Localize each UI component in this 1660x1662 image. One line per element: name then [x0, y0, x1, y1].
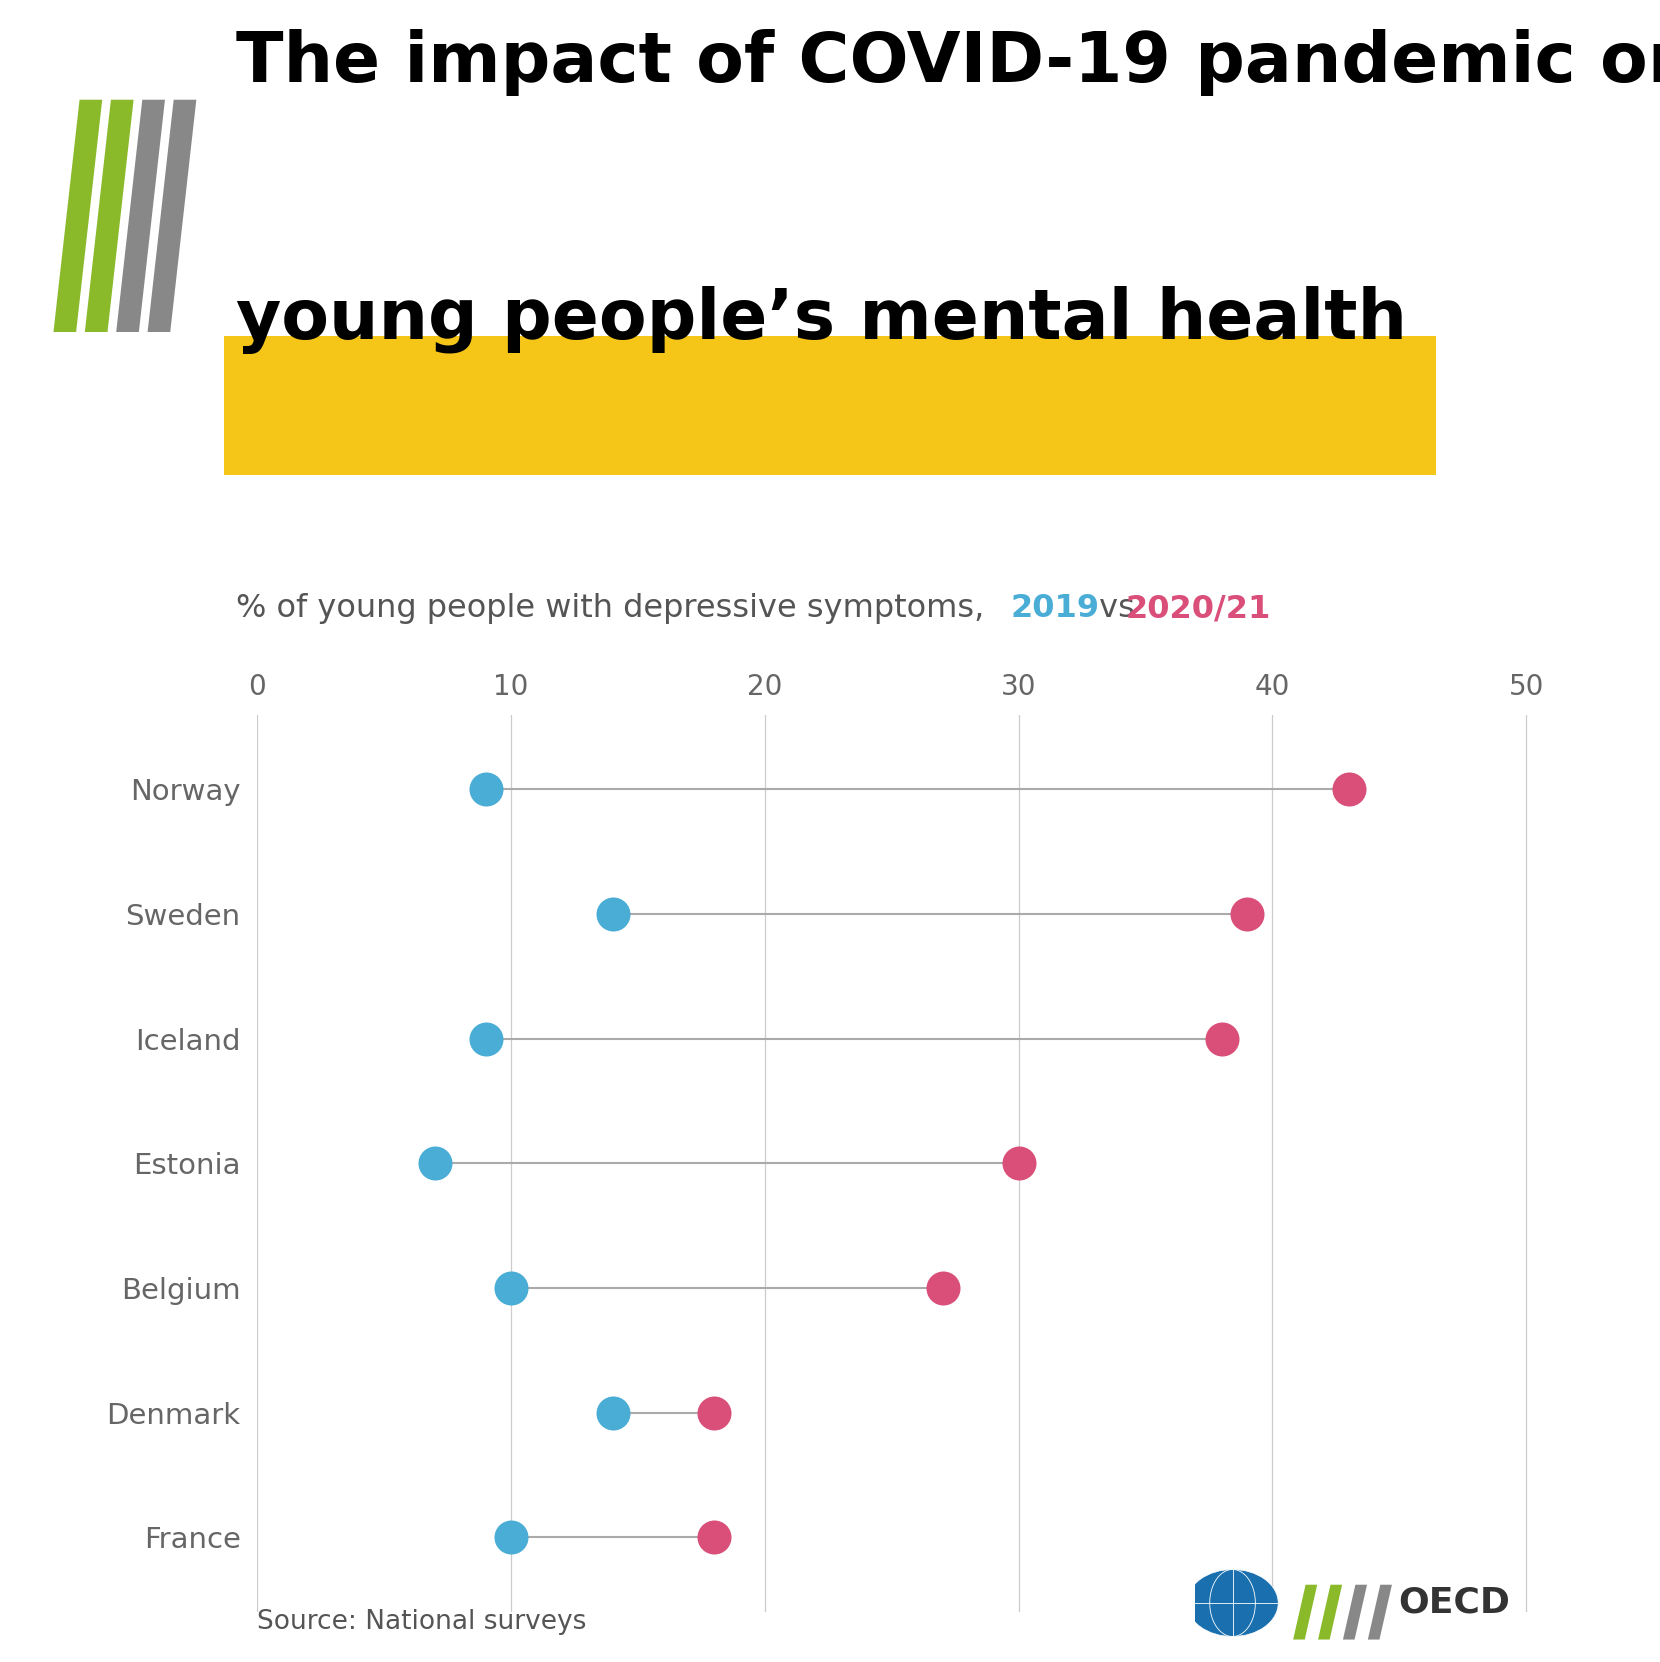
- Text: The impact of COVID-19 pandemic on: The impact of COVID-19 pandemic on: [236, 28, 1660, 96]
- Point: [599, 901, 626, 927]
- Point: [701, 1399, 727, 1426]
- Polygon shape: [1368, 1586, 1391, 1639]
- Text: 2019: 2019: [1011, 593, 1101, 625]
- Polygon shape: [85, 100, 133, 332]
- FancyBboxPatch shape: [224, 336, 1436, 475]
- Point: [422, 1150, 448, 1177]
- Point: [473, 1025, 500, 1052]
- Text: young people’s mental health: young people’s mental health: [236, 286, 1406, 354]
- Polygon shape: [1293, 1586, 1318, 1639]
- Point: [498, 1275, 525, 1301]
- Text: OECD: OECD: [1398, 1586, 1511, 1620]
- Text: vs: vs: [1089, 593, 1145, 625]
- Point: [599, 1399, 626, 1426]
- Polygon shape: [1318, 1586, 1341, 1639]
- Point: [1208, 1025, 1235, 1052]
- Text: Source: National surveys: Source: National surveys: [257, 1609, 586, 1635]
- Point: [1006, 1150, 1033, 1177]
- Point: [1233, 901, 1260, 927]
- Polygon shape: [1343, 1586, 1368, 1639]
- Text: 2020/21: 2020/21: [1125, 593, 1272, 625]
- Point: [701, 1524, 727, 1551]
- Text: % of young people with depressive symptoms,: % of young people with depressive sympto…: [236, 593, 994, 625]
- Point: [473, 776, 500, 803]
- Circle shape: [1187, 1569, 1278, 1637]
- Point: [498, 1524, 525, 1551]
- Polygon shape: [116, 100, 164, 332]
- Polygon shape: [53, 100, 103, 332]
- Point: [930, 1275, 956, 1301]
- Polygon shape: [148, 100, 196, 332]
- Point: [1335, 776, 1361, 803]
